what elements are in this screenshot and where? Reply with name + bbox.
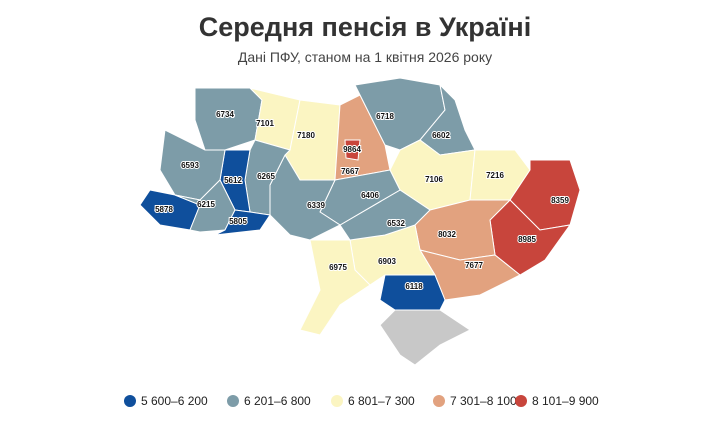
region [214,209,271,236]
region-value: 6406 [361,191,379,200]
legend-swatch [433,395,445,407]
region-value: 8359 [551,196,569,205]
region-value: 6118 [405,282,423,291]
legend-label: 5 600–6 200 [141,394,208,408]
region-value: 6532 [387,219,405,228]
legend-swatch [124,395,136,407]
region-value: 5878 [155,205,173,214]
region-value: 6975 [329,263,347,272]
region [299,239,371,336]
region-value: 7106 [425,175,443,184]
region-value: 7101 [256,119,274,128]
regions [139,77,581,336]
region-value: 6339 [307,201,325,210]
legend: 5 600–6 200 6 201–6 800 6 801–7 300 7 301–8… [124,394,599,408]
region-value: 7667 [341,167,359,176]
crimea [379,309,471,366]
legend-label: 6 801–7 300 [348,394,415,408]
region [344,139,361,161]
region-value: 5805 [229,217,247,226]
region-value: 7677 [465,261,483,270]
subtitle: Дані ПФУ, станом на 1 квітня 2026 року [238,49,492,65]
legend-swatch [227,395,239,407]
region-value: 8985 [518,235,536,244]
region [379,274,446,311]
legend-swatch [331,395,343,407]
region-value: 7216 [486,171,504,180]
region-value: 8032 [438,230,456,239]
region-value: 7180 [297,131,315,140]
legend-swatch [515,395,527,407]
region-value: 6215 [197,200,215,209]
region-value: 6602 [432,131,450,140]
region-value: 6903 [378,257,396,266]
region-value: 5612 [224,176,242,185]
legend-label: 6 201–6 800 [244,394,311,408]
legend-label: 7 301–8 100 [450,394,517,408]
title: Середня пенсія в Україні [199,12,531,42]
region-value: 6265 [257,172,275,181]
region-value: 6734 [216,110,234,119]
region-value: 9864 [343,145,361,154]
legend-label: 8 101–9 900 [532,394,599,408]
region-value: 6718 [376,112,394,121]
labels: 6734 7101 7180 7667 6718 6602 7106 7216 8359 8985… [154,109,570,292]
region-value: 6593 [181,161,199,170]
